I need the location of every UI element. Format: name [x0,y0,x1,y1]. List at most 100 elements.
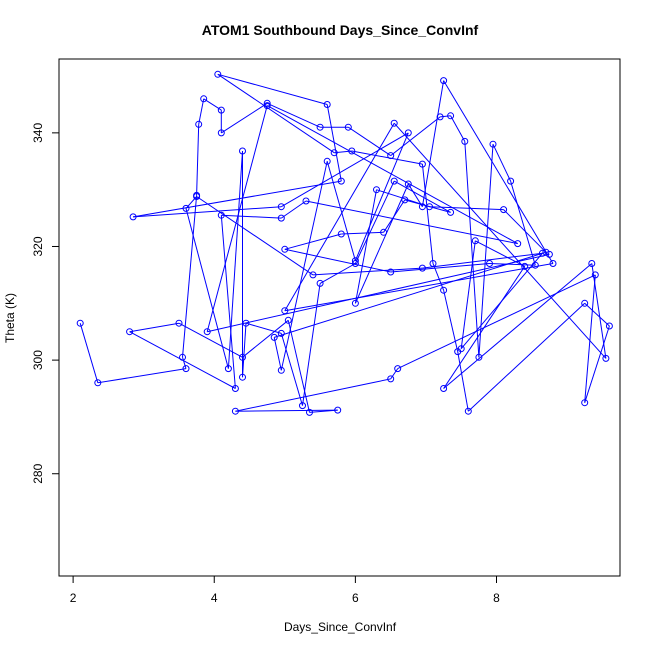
data-point [373,186,380,194]
series-segment [227,150,243,369]
series-segment [326,161,356,261]
data-point [489,140,497,148]
data-point [387,268,395,276]
series-segment [129,322,180,333]
data-point [299,402,306,410]
data-point [126,328,134,336]
data-point [531,261,539,269]
data-point [464,407,472,415]
series-segment [354,183,409,304]
data-point [591,271,599,279]
data-point [309,271,317,279]
series-segment [475,240,525,267]
data-point [182,204,190,212]
data-point [545,250,553,258]
series-segment [305,200,518,245]
series-segment [207,253,550,333]
series-segment [503,209,547,253]
x-tick-label: 8 [493,591,500,605]
series-segment [79,323,99,383]
data-point [390,119,398,127]
series-segment [274,251,547,338]
data-point [436,113,444,121]
series-segment [443,80,554,264]
data-point [316,123,324,131]
series-segment [97,368,187,384]
data-point [418,203,426,211]
data-point [231,407,239,415]
series-segment [302,283,321,406]
series-segment [235,409,338,412]
data-point [284,316,292,324]
series-segment [281,132,409,208]
series-segment [584,274,596,403]
data-point [475,353,483,361]
data-point [447,112,455,120]
data-point [281,307,289,315]
series-segment [273,337,282,371]
series-segment [450,115,466,142]
series-segment [354,180,395,264]
data-point [263,99,271,107]
data-point [454,348,462,356]
data-point [277,203,285,211]
series-segment [390,263,490,273]
series-segment [281,200,307,219]
data-point [440,385,448,392]
y-tick-label: 300 [31,350,45,370]
series-segment [510,180,536,266]
series-segment [280,333,303,406]
series-segment [206,105,268,332]
data-point [514,240,522,248]
data-point [337,177,345,185]
data-point [302,197,310,205]
series-segment [182,357,187,369]
data-point [239,147,246,155]
data-point [387,375,395,383]
data-point [175,319,183,327]
data-point [426,203,433,211]
data-point [549,260,557,267]
series-segment [464,141,480,358]
series-segment [178,322,243,358]
series-segment [287,320,310,413]
series-segment [407,183,423,207]
data-point [217,129,225,137]
y-tick-label: 340 [31,123,45,143]
data-point [179,353,186,361]
data-point [323,157,331,165]
data-point [404,129,412,137]
series-segment [478,144,494,358]
series-segment [198,98,205,125]
series-segment [266,105,518,245]
series-segment [390,368,399,380]
y-axis-label: Theta (K) [3,293,17,343]
series-segment [492,143,512,182]
data-point [521,262,529,270]
data-point [461,137,469,145]
series-segment [443,263,593,389]
series-segment [309,409,338,413]
data-point [263,102,271,110]
series-segment [235,378,391,412]
series-segment [221,102,268,134]
series-segment [220,215,236,389]
series-segment [467,302,586,412]
series-segment [457,351,469,412]
series-segment [242,319,289,358]
data-point [429,260,437,267]
series-segment [280,161,328,371]
data-point [440,77,448,85]
data-point [418,160,426,168]
data-point [239,373,246,381]
data-point [471,237,479,245]
series-segment [196,196,314,276]
data-point [277,366,285,374]
data-point [277,329,285,337]
series-segment [217,73,335,154]
data-point [351,260,359,267]
series-segment [312,267,423,276]
series-segment [584,325,610,403]
data-point [380,228,388,236]
